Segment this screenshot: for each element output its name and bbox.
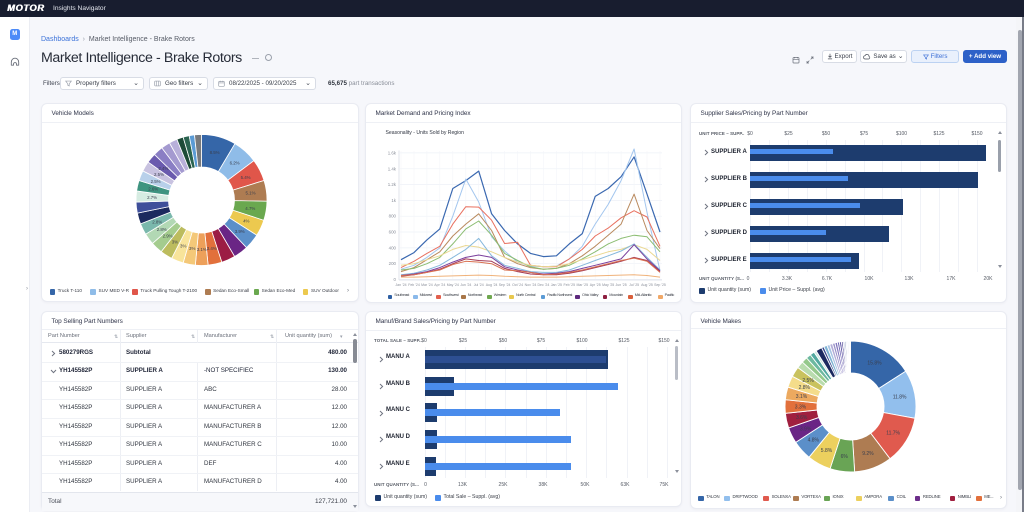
svg-text:6.2%: 6.2% xyxy=(230,161,240,166)
svg-text:2.6%: 2.6% xyxy=(148,187,158,192)
svg-text:2.5%: 2.5% xyxy=(151,179,161,184)
svg-text:Apr '25: Apr '25 xyxy=(590,283,601,287)
svg-text:3.9%: 3.9% xyxy=(235,229,245,234)
svg-text:Sep '25: Sep '25 xyxy=(654,283,666,287)
svg-text:0: 0 xyxy=(394,277,397,282)
svg-text:200: 200 xyxy=(389,261,397,266)
svg-text:Mar '24: Mar '24 xyxy=(421,283,433,287)
svg-text:400: 400 xyxy=(389,245,397,250)
svg-text:Sep '24: Sep '24 xyxy=(499,283,511,287)
svg-text:800: 800 xyxy=(389,214,397,219)
svg-text:4.8%: 4.8% xyxy=(808,438,820,444)
svg-text:2.4%: 2.4% xyxy=(158,166,168,171)
svg-text:5.4%: 5.4% xyxy=(241,175,251,180)
svg-text:3%: 3% xyxy=(172,239,178,244)
svg-text:Aug '24: Aug '24 xyxy=(486,283,498,287)
svg-text:Aug '25: Aug '25 xyxy=(641,283,653,287)
svg-text:1.2k: 1.2k xyxy=(388,182,397,187)
svg-text:6%: 6% xyxy=(841,454,849,460)
svg-text:Mar '25: Mar '25 xyxy=(577,283,589,287)
svg-text:1k: 1k xyxy=(391,198,396,203)
svg-text:Jul '24: Jul '24 xyxy=(474,283,484,287)
svg-text:8.5%: 8.5% xyxy=(210,150,220,155)
svg-text:5.8%: 5.8% xyxy=(821,448,833,454)
svg-text:3.4%: 3.4% xyxy=(207,246,217,251)
svg-text:3.3%: 3.3% xyxy=(795,404,807,410)
svg-text:9.2%: 9.2% xyxy=(862,451,874,457)
svg-text:4.7%: 4.7% xyxy=(245,206,255,211)
svg-text:May '25: May '25 xyxy=(602,283,614,287)
svg-text:600: 600 xyxy=(389,230,397,235)
svg-text:3%: 3% xyxy=(180,244,186,249)
svg-text:May '24: May '24 xyxy=(447,283,459,287)
svg-text:Apr '24: Apr '24 xyxy=(434,283,445,287)
svg-text:Dec '24: Dec '24 xyxy=(538,283,550,287)
svg-text:Jan '25: Jan '25 xyxy=(551,283,562,287)
svg-text:Feb '25: Feb '25 xyxy=(564,283,576,287)
svg-text:11.8%: 11.8% xyxy=(893,395,907,401)
svg-text:2.8%: 2.8% xyxy=(799,385,811,391)
svg-text:2.9%: 2.9% xyxy=(163,234,173,239)
svg-text:Feb '24: Feb '24 xyxy=(408,283,420,287)
svg-text:3%: 3% xyxy=(189,246,195,251)
svg-text:Jul '25: Jul '25 xyxy=(629,283,639,287)
svg-text:15.8%: 15.8% xyxy=(867,360,882,366)
svg-text:Jan '24: Jan '24 xyxy=(395,283,406,287)
svg-text:Jun '24: Jun '24 xyxy=(460,283,471,287)
svg-text:3.9%: 3.9% xyxy=(800,426,812,432)
svg-text:Jun '25: Jun '25 xyxy=(616,283,627,287)
svg-text:2.8%: 2.8% xyxy=(152,220,162,225)
svg-text:2.5%: 2.5% xyxy=(802,378,814,384)
svg-text:Nov '24: Nov '24 xyxy=(525,283,537,287)
svg-text:3.1%: 3.1% xyxy=(197,247,207,252)
svg-text:5.1%: 5.1% xyxy=(245,191,255,196)
svg-text:11.7%: 11.7% xyxy=(886,431,900,437)
svg-text:Oct '24: Oct '24 xyxy=(512,283,523,287)
svg-text:2.7%: 2.7% xyxy=(147,195,157,200)
svg-text:4%: 4% xyxy=(243,219,249,224)
svg-text:3.6%: 3.6% xyxy=(796,415,808,421)
svg-text:3.1%: 3.1% xyxy=(796,394,808,400)
svg-text:2.8%: 2.8% xyxy=(157,227,167,232)
svg-text:1.4k: 1.4k xyxy=(388,166,397,171)
svg-text:2.5%: 2.5% xyxy=(154,172,164,177)
svg-text:1.6k: 1.6k xyxy=(388,150,397,155)
